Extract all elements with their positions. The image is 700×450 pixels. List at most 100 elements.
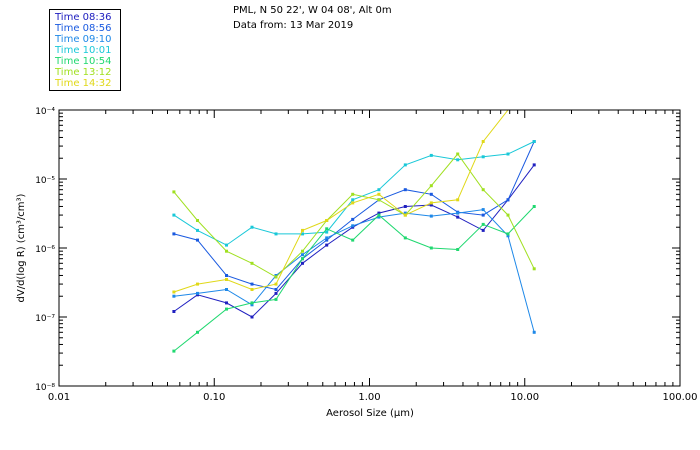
data-point [301, 228, 304, 232]
data-point [481, 140, 485, 143]
data-point [351, 201, 355, 205]
data-point [325, 236, 329, 240]
data-point [250, 303, 254, 307]
y-tick-label: 10⁻⁵ [35, 176, 55, 186]
data-point [481, 208, 485, 212]
data-point [172, 232, 176, 236]
data-point [172, 290, 176, 294]
data-point [274, 288, 278, 291]
data-point [172, 310, 176, 313]
data-point [250, 315, 254, 319]
data-point [274, 232, 278, 236]
data-point [481, 155, 485, 159]
plot-frame [58, 109, 681, 387]
y-tick-label: 10⁻⁶ [35, 245, 55, 255]
y-axis-label: dV/d(log R) (cm³/cm³) [16, 193, 27, 302]
data-point [481, 228, 485, 232]
data-point [456, 158, 460, 162]
data-point [506, 213, 510, 217]
data-point [351, 192, 355, 196]
data-point [429, 246, 433, 250]
data-point [532, 330, 536, 334]
data-point [456, 152, 460, 156]
data-point [225, 249, 228, 253]
y-tick-label: 10⁻⁷ [35, 314, 55, 324]
data-point [377, 213, 381, 217]
data-point [325, 230, 329, 234]
data-point [250, 288, 254, 291]
data-point [225, 301, 228, 305]
data-point [301, 261, 304, 265]
data-point [196, 282, 199, 286]
data-point [506, 152, 510, 156]
data-point [377, 192, 381, 196]
data-point [301, 257, 304, 261]
data-point [481, 213, 485, 217]
series-6 [172, 152, 536, 279]
data-point [429, 214, 433, 218]
chart-title-station: PML, N 50 22', W 04 08', Alt 0m [233, 5, 392, 16]
data-point [325, 227, 329, 231]
data-point [403, 213, 407, 217]
data-point [274, 291, 278, 295]
legend-item: Time 13:12 [55, 67, 112, 78]
legend: Time 08:36 Time 08:56 Time 09:10 Time 10… [49, 9, 121, 91]
data-point [250, 261, 254, 265]
data-point [250, 225, 254, 229]
data-point [429, 192, 433, 196]
data-point [172, 190, 176, 194]
data-point [196, 238, 199, 242]
x-tick-label: 0.01 [48, 392, 70, 403]
plot-marks [172, 109, 536, 353]
data-point [506, 234, 510, 238]
data-point [301, 249, 304, 253]
data-point [225, 288, 228, 291]
legend-item: Time 09:10 [55, 34, 112, 45]
data-point [250, 301, 254, 305]
series-line [173, 153, 535, 278]
data-point [377, 215, 381, 219]
data-point [196, 228, 199, 232]
data-point [532, 163, 536, 167]
y-tick-label: 10⁻⁴ [35, 107, 55, 117]
data-point [172, 349, 176, 353]
data-point [481, 222, 485, 226]
data-point [196, 291, 199, 295]
data-point [225, 278, 228, 281]
x-tick-label: 100.00 [663, 392, 698, 403]
data-point [301, 253, 304, 257]
legend-item: Time 10:54 [55, 56, 112, 67]
data-point [403, 188, 407, 192]
data-point [429, 153, 433, 157]
data-point [325, 243, 329, 247]
data-point [225, 307, 228, 311]
legend-item: Time 08:36 [55, 12, 112, 23]
data-point [196, 330, 199, 334]
data-point [403, 205, 407, 208]
series-7 [172, 109, 535, 294]
data-point [481, 188, 485, 192]
data-point [532, 140, 536, 143]
data-point [429, 184, 433, 188]
data-point [274, 297, 278, 301]
data-point [301, 232, 304, 236]
series-3 [172, 208, 536, 334]
axis-ticks: 0.01 0.10 1.00 10.00 100.00 10⁻⁸ 10⁻⁷ 10⁻⁶ 10⁻⁵ 1… [35, 107, 697, 403]
x-axis-label: Aerosol Size (μm) [326, 408, 414, 419]
data-point [403, 163, 407, 167]
data-point [377, 188, 381, 192]
data-point [196, 219, 199, 222]
data-point [429, 201, 433, 205]
legend-item: Time 08:56 [55, 23, 112, 34]
data-point [532, 205, 536, 208]
data-point [506, 232, 510, 236]
data-point [506, 198, 510, 202]
data-point [225, 243, 228, 247]
data-point [351, 224, 355, 228]
series-2 [172, 140, 536, 291]
x-tick-label: 10.00 [510, 392, 539, 403]
data-point [377, 198, 381, 202]
series-4 [172, 140, 536, 247]
data-point [225, 274, 228, 277]
legend-item: Time 14:32 [55, 78, 112, 89]
